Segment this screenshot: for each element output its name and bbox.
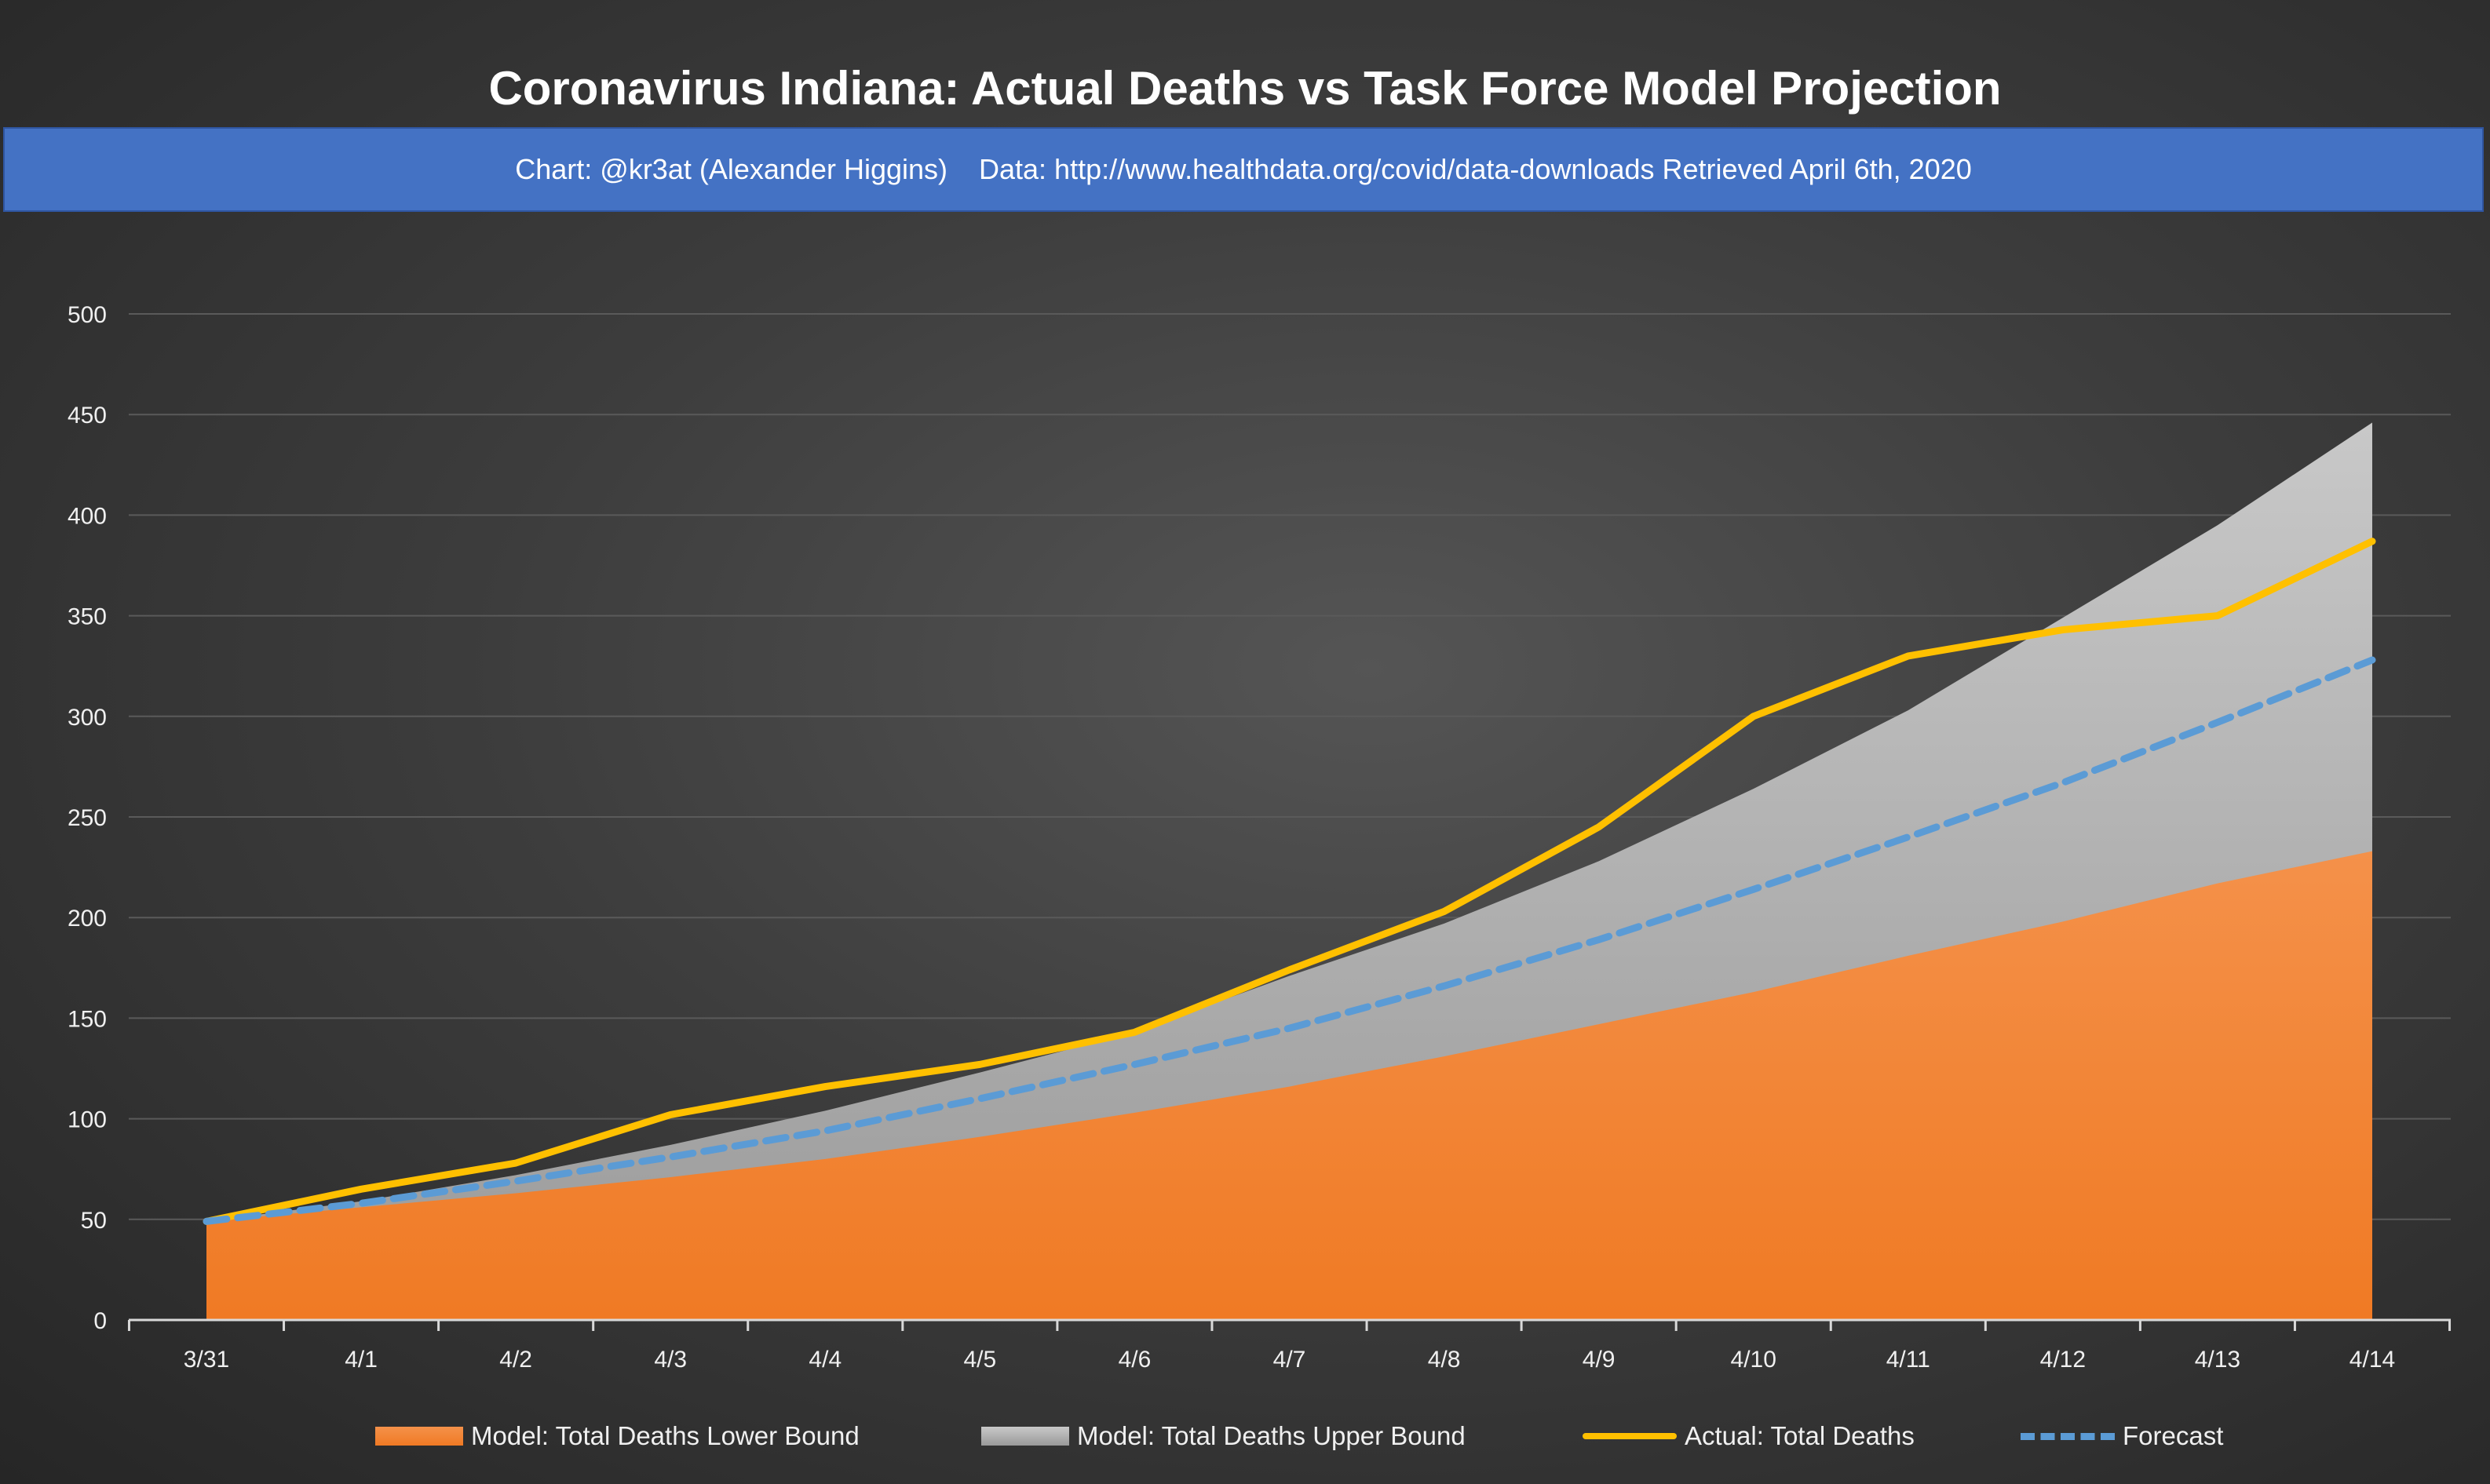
x-tick-label: 4/11	[1886, 1347, 1930, 1373]
data-source: Data: http://www.healthdata.org/covid/da…	[979, 153, 1972, 185]
x-tick-label: 4/8	[1428, 1347, 1461, 1373]
axes	[127, 1318, 2452, 1331]
x-tick-label: 4/9	[1583, 1347, 1616, 1373]
chart-credit: Chart: @kr3at (Alexander Higgins)	[515, 153, 947, 185]
legend-item-forecast: Forecast	[2021, 1413, 2223, 1460]
y-tick-label: 100	[68, 1107, 107, 1133]
legend-label-lower: Model: Total Deaths Lower Bound	[471, 1421, 860, 1450]
legend-swatch-actual	[1583, 1433, 1677, 1439]
x-tick-label: 4/7	[1273, 1347, 1306, 1373]
y-tick-label: 250	[68, 805, 107, 831]
legend-item-lower: Model: Total Deaths Lower Bound	[375, 1413, 860, 1460]
actual-deaths-line	[203, 538, 2376, 1225]
legend: Model: Total Deaths Lower Bound Model: To…	[0, 1413, 2490, 1460]
y-tick-label: 200	[68, 906, 107, 932]
y-axis-tick-labels: 0 50 100 150 200 250 300 350 400 450 500	[68, 302, 107, 1334]
x-tick-label: 4/4	[809, 1347, 842, 1373]
x-tick-label: 4/5	[963, 1347, 996, 1373]
x-tick-label: 4/3	[654, 1347, 687, 1373]
x-tick-label: 4/13	[2195, 1347, 2240, 1373]
subtitle-banner: Chart: @kr3at (Alexander Higgins) Data: h…	[3, 127, 2484, 212]
y-tick-label: 50	[81, 1208, 107, 1234]
legend-label-actual: Actual: Total Deaths	[1685, 1421, 1915, 1450]
forecast-line	[203, 656, 2376, 1225]
y-tick-label: 500	[68, 302, 107, 328]
y-tick-label: 350	[68, 604, 107, 630]
x-tick-label: 4/2	[499, 1347, 532, 1373]
y-tick-label: 150	[68, 1006, 107, 1032]
x-tick-label: 4/1	[345, 1347, 378, 1373]
legend-item-upper: Model: Total Deaths Upper Bound	[981, 1413, 1466, 1460]
legend-swatch-forecast	[2021, 1432, 2115, 1440]
y-tick-label: 300	[68, 705, 107, 731]
y-tick-label: 400	[68, 503, 107, 529]
x-tick-label: 4/12	[2040, 1347, 2086, 1373]
legend-swatch-upper	[981, 1427, 1069, 1446]
y-tick-label: 0	[93, 1308, 107, 1334]
x-tick-label: 4/6	[1119, 1347, 1152, 1373]
legend-swatch-lower	[375, 1427, 463, 1446]
x-tick-label: 4/14	[2349, 1347, 2395, 1373]
chart-title: Coronavirus Indiana: Actual Deaths vs Ta…	[488, 62, 2002, 115]
y-tick-label: 450	[68, 403, 107, 428]
x-tick-label: 3/31	[184, 1347, 229, 1373]
legend-item-actual: Actual: Total Deaths	[1583, 1413, 1915, 1460]
area-series	[206, 422, 2372, 1320]
legend-label-forecast: Forecast	[2123, 1421, 2224, 1450]
line-series	[203, 538, 2376, 1225]
legend-label-upper: Model: Total Deaths Upper Bound	[1077, 1421, 1466, 1450]
x-axis-tick-labels: 3/31 4/1 4/2 4/3 4/4 4/5 4/6 4/7 4/8 4/9 4/10 4/11 4…	[184, 1347, 2395, 1373]
lower-bound-area	[206, 851, 2372, 1320]
x-tick-label: 4/10	[1731, 1347, 1776, 1373]
